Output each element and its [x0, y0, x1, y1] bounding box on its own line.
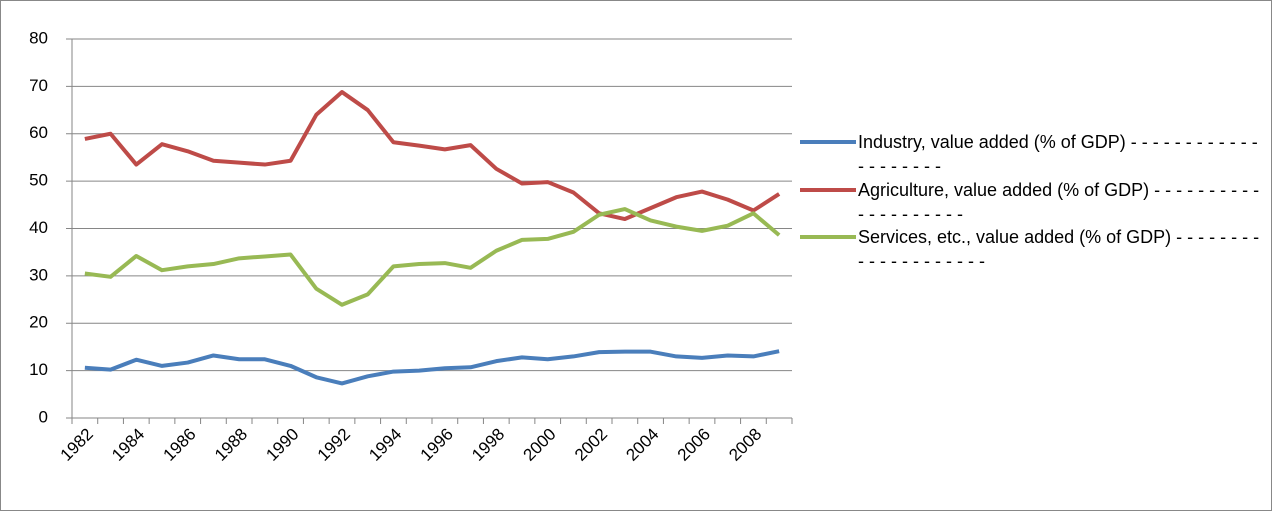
x-tick-label: 1988: [211, 425, 251, 465]
y-tick-label: 20: [29, 313, 48, 332]
y-tick-label: 70: [29, 76, 48, 95]
x-tick-label: 2006: [674, 425, 714, 465]
x-tick-label: 1998: [468, 425, 508, 465]
x-tick-label: 1986: [160, 425, 200, 465]
x-tick-label: 2000: [520, 425, 560, 465]
x-tick-label: 1982: [57, 425, 97, 465]
x-tick-label: 2008: [725, 425, 765, 465]
series-line: [84, 207, 781, 307]
y-tick-label: 60: [29, 123, 48, 142]
series-line: [84, 349, 780, 386]
x-tick-label: 1984: [108, 425, 148, 465]
x-tick-label: 1990: [262, 425, 302, 465]
y-tick-label: 40: [29, 218, 48, 237]
x-tick-label: 1996: [417, 425, 457, 465]
x-tick-label: 1992: [314, 425, 354, 465]
y-tick-label: 50: [29, 171, 48, 190]
y-tick-label: 10: [29, 360, 48, 379]
y-tick-label: 0: [39, 407, 48, 426]
x-tick-label: 1994: [365, 425, 405, 465]
series-line: [84, 90, 781, 222]
x-tick-label: 2002: [571, 425, 611, 465]
legend-label: Industry, value added (% of GDP) - - - -…: [858, 132, 1258, 176]
x-tick-label: 2004: [622, 425, 662, 465]
y-tick-label: 30: [29, 265, 48, 284]
legend-label: Agriculture, value added (% of GDP) - - …: [858, 180, 1260, 224]
y-tick-label: 80: [29, 28, 48, 47]
legend-label: Services, etc., value added (% of GDP) -…: [858, 227, 1260, 271]
